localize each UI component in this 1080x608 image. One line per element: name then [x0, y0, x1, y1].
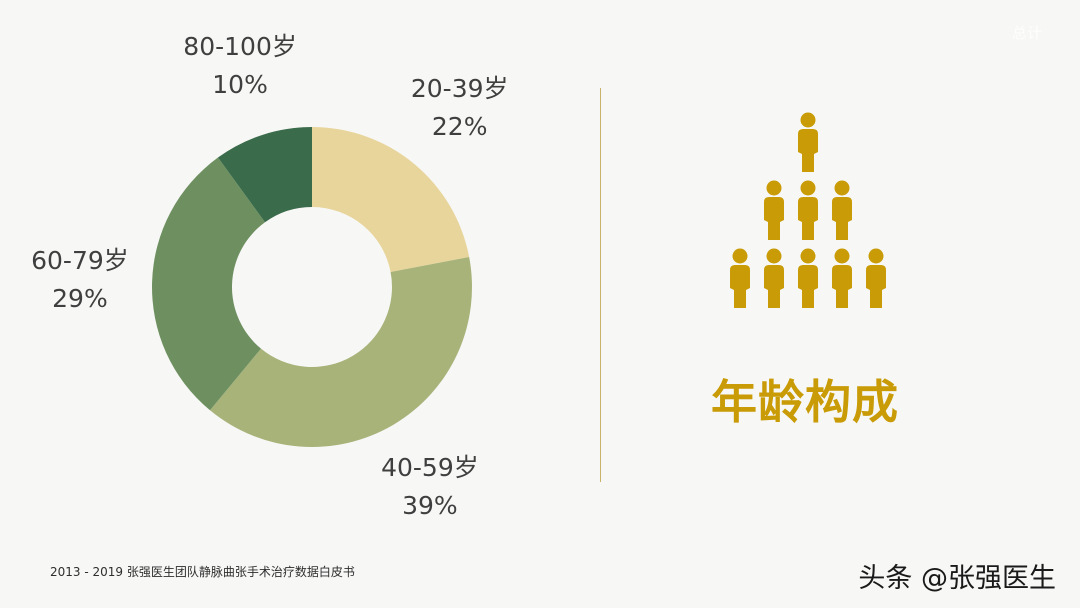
slice-category-label: 40-59岁 [381, 452, 479, 482]
people-pyramid-icon [730, 112, 886, 308]
section-title: 年龄构成 [711, 375, 899, 429]
donut-slice-60-79 [152, 157, 265, 411]
source-note: 2013 - 2019 张强医生团队静脉曲张手术治疗数据白皮书 [50, 565, 355, 579]
donut-slice-80-100 [217, 127, 312, 223]
slice-category-label: 20-39岁 [410, 74, 509, 104]
slice-category-label: 80-100岁 [183, 32, 297, 62]
slice-label: 80-100岁 10% [183, 28, 297, 104]
person-icon [866, 248, 886, 308]
slice-label: 20-39岁 22% [411, 70, 509, 146]
slice-label: 60-79岁 29% [31, 242, 129, 318]
slice-percent-label: 22% [431, 112, 488, 142]
person-icon [798, 112, 818, 172]
divider-line [600, 88, 601, 482]
watermark-top: 总计 [1011, 24, 1042, 42]
person-icon [832, 180, 852, 240]
slice-percent-label: 29% [52, 283, 108, 313]
person-icon [832, 248, 852, 308]
person-icon [764, 180, 784, 240]
watermark-bottom: 头条 @张强医生 [858, 563, 1056, 594]
slice-percent-label: 10% [212, 70, 268, 100]
slice-category-label: 60-79岁 [31, 245, 129, 275]
donut-slice-20-39 [312, 127, 470, 273]
person-icon [764, 248, 784, 308]
donut-slice-40-59 [210, 257, 473, 447]
person-icon [798, 180, 818, 240]
person-icon [730, 248, 750, 308]
slice-percent-label: 39% [402, 490, 458, 520]
person-icon [798, 248, 818, 308]
slice-label: 40-59岁 39% [381, 449, 479, 525]
